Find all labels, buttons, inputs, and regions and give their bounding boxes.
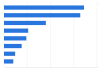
y-axis bbox=[4, 3, 6, 68]
grid-line bbox=[4, 2, 5, 67]
plot bbox=[4, 2, 98, 68]
bar bbox=[4, 13, 80, 17]
bar bbox=[4, 59, 13, 63]
grid-line bbox=[27, 2, 28, 67]
bar bbox=[4, 36, 26, 40]
grid-line bbox=[73, 2, 74, 67]
bars bbox=[4, 5, 84, 63]
bar bbox=[4, 52, 15, 56]
bar bbox=[4, 21, 46, 25]
grid bbox=[4, 2, 97, 67]
axis-line bbox=[4, 3, 5, 68]
bar bbox=[4, 29, 28, 33]
grid-line bbox=[97, 2, 98, 67]
chart bbox=[0, 0, 100, 71]
axis-line bbox=[5, 67, 98, 68]
bar bbox=[4, 44, 22, 48]
grid-line bbox=[50, 2, 51, 67]
bar bbox=[4, 5, 84, 9]
x-axis bbox=[5, 67, 98, 69]
